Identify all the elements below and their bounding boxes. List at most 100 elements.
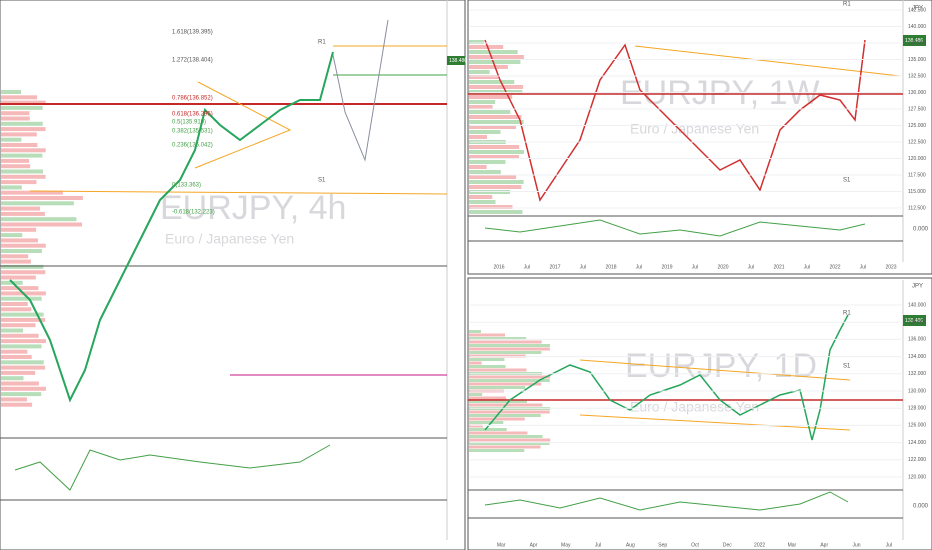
fib-label: -0.618(132.223) (172, 210, 215, 216)
volume-profile (469, 205, 513, 209)
pivot: S1 (843, 364, 851, 370)
volume-profile (1, 344, 42, 349)
volume-profile (1, 317, 46, 322)
price-tag (903, 35, 926, 46)
volume-profile (469, 417, 525, 421)
volume-profile (469, 50, 518, 54)
y-tick-label: 126.000 (908, 423, 926, 429)
x-tick-label: May (561, 542, 571, 548)
y-tick-label: 132.000 (908, 371, 926, 377)
volume-profile (1, 397, 27, 402)
pivot: S1 (318, 178, 326, 184)
volume-profile (469, 351, 542, 354)
x-tick-label: Mar (497, 542, 506, 548)
price-tag-text: 138.486 (905, 38, 923, 44)
x-tick-label: 2019 (661, 264, 672, 270)
y-tick-label: 135.000 (908, 57, 926, 63)
volume-profile (469, 368, 527, 372)
volume-profile (469, 435, 543, 438)
volume-profile (469, 386, 526, 389)
x-tick-label: Jul (692, 264, 698, 270)
volume-profile (1, 169, 43, 174)
y-tick-label: 122.500 (908, 139, 926, 145)
fib-label: 0.382(135.531) (172, 129, 213, 135)
volume-profile (1, 264, 44, 269)
volume-profile (469, 375, 551, 379)
volume-profile (469, 431, 528, 435)
volume-profile (469, 105, 493, 109)
volume-profile (469, 195, 493, 199)
volume-profile (1, 238, 39, 243)
volume-profile (469, 185, 522, 189)
volume-profile (1, 137, 22, 142)
y-tick-label: 112.500 (908, 205, 926, 211)
volume-profile (1, 211, 45, 216)
volume-profile (469, 424, 483, 428)
x-tick-label: Jul (886, 542, 892, 548)
triangle (194, 81, 292, 169)
x-tick-label: Dec (723, 542, 732, 548)
price-tag (903, 315, 926, 326)
volume-profile (1, 111, 30, 116)
price-path (9, 51, 334, 403)
x-tick-label: Mar (788, 542, 797, 548)
volume-profile (1, 100, 46, 105)
volume-profile (1, 333, 39, 338)
currency: JPY (912, 284, 923, 290)
volume-profile (1, 328, 24, 333)
volume-profile (1, 121, 43, 126)
watermark-description: Euro / Japanese Yen (165, 231, 294, 247)
volume-profile (1, 381, 39, 386)
volume-profile (469, 421, 504, 424)
volume-profile (1, 360, 44, 365)
volume-profile (469, 210, 523, 214)
volume-profile (1, 132, 37, 137)
x-tick-label: Jul (524, 264, 530, 270)
volume-profile (1, 243, 46, 248)
volume-profile (469, 337, 527, 340)
x-tick-label: Jul (860, 264, 866, 270)
volume-profile (469, 175, 517, 179)
volume-profile (469, 110, 511, 114)
y-tick-label: 142.500 (908, 7, 926, 13)
volume-profile (469, 340, 542, 344)
volume-profile (469, 170, 501, 174)
volume-profile (1, 349, 28, 354)
y-tick-label: 125.000 (908, 123, 926, 129)
volume-profile (469, 400, 527, 403)
volume-profile (1, 196, 83, 200)
volume-profile (469, 428, 507, 431)
volume-profile (1, 95, 38, 100)
volume-profile (469, 130, 501, 134)
osc-label: 0.000 (913, 227, 929, 233)
volume-profile (469, 95, 513, 99)
volume-profile (469, 410, 550, 414)
volume-profile (469, 40, 484, 44)
volume-profile (1, 259, 31, 264)
fib-label: 0(133.363) (172, 183, 201, 189)
volume-profile (1, 286, 39, 291)
panel-4h (0, 0, 466, 550)
y-tick-label: 115.000 (908, 189, 926, 195)
volume-profile (469, 70, 490, 74)
volume-profile (1, 249, 42, 253)
volume-profile (1, 302, 28, 306)
volume-profile (469, 365, 506, 368)
volume-profile (469, 45, 504, 49)
y-tick-label: 140.000 (908, 302, 926, 308)
x-tick-label: Apr (820, 542, 828, 548)
y-tick-label: 140.000 (908, 24, 926, 30)
fib-label: 0.236(135.042) (172, 143, 213, 149)
volume-profile (469, 330, 481, 333)
volume-profile (469, 393, 483, 396)
volume-profile (1, 143, 38, 147)
y-tick-label: 134.000 (908, 354, 926, 360)
volume-profile (469, 165, 487, 169)
fib-label: 0.618(136.295) (172, 112, 213, 118)
volume-profile (1, 127, 46, 132)
fib-label: 1.272(138.404) (172, 58, 213, 64)
volume-profile (1, 339, 46, 344)
x-tick-label: 2018 (605, 264, 616, 270)
volume-profile (469, 160, 506, 164)
currency: JPY (912, 6, 923, 12)
